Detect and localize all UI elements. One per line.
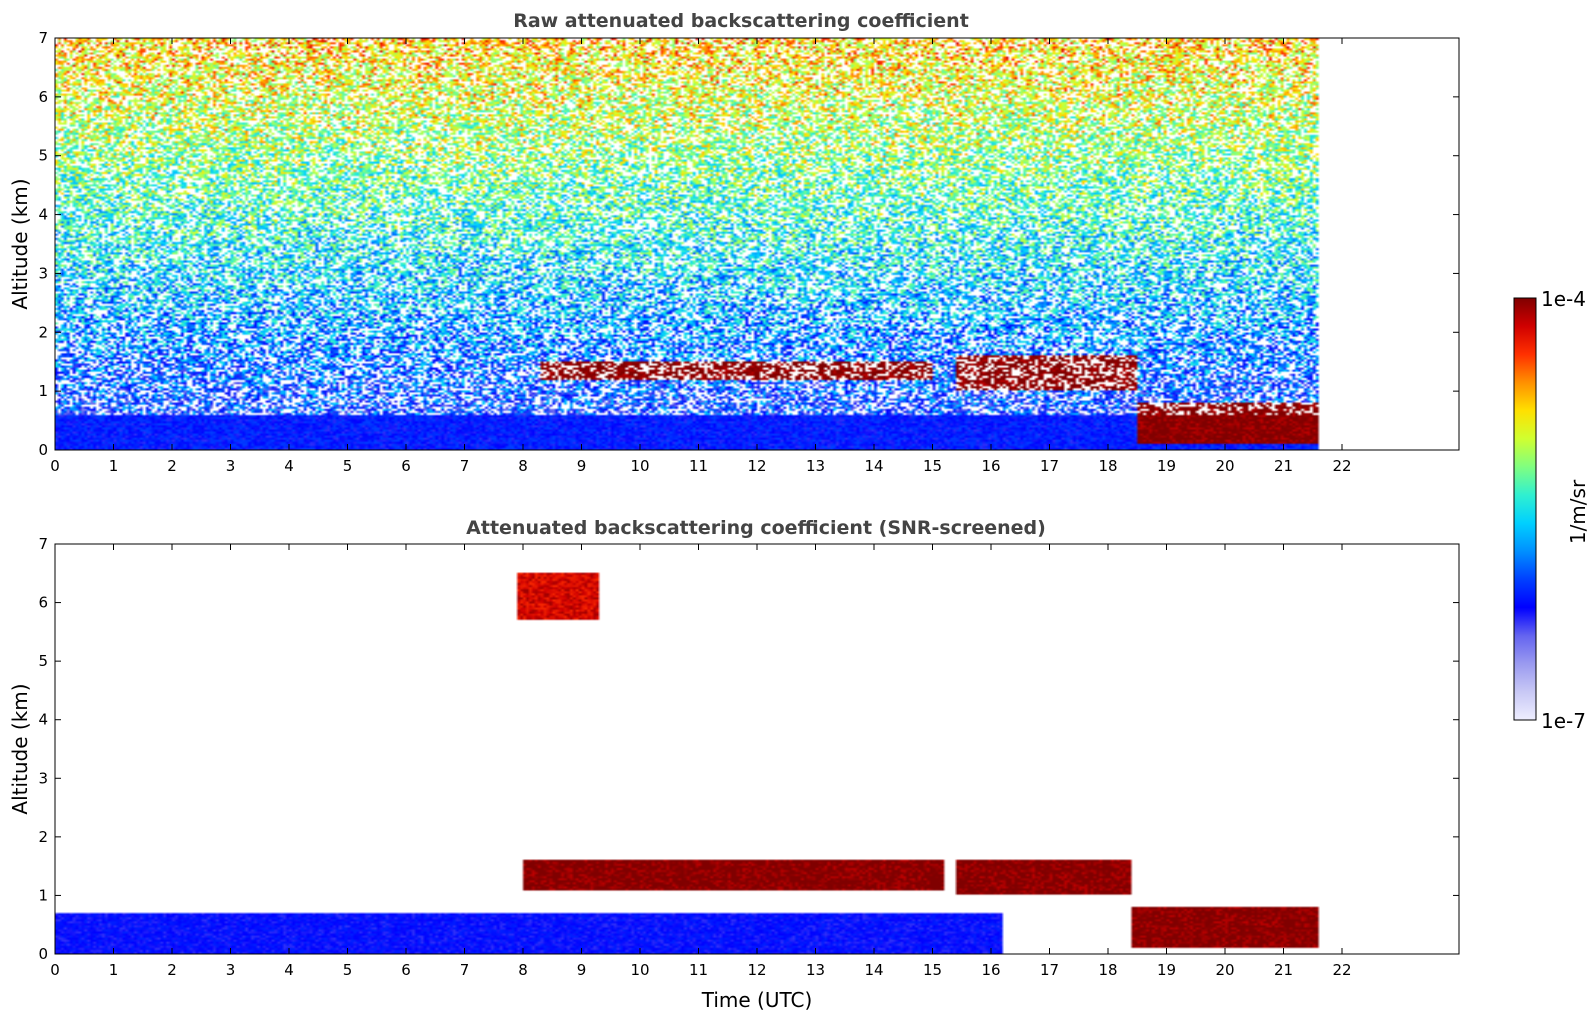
x-tick-label: 21 bbox=[1274, 961, 1293, 979]
x-tick-label: 11 bbox=[689, 457, 708, 475]
x-tick-label: 16 bbox=[981, 457, 1000, 475]
y-tick-label: 6 bbox=[38, 88, 48, 106]
colorbar-max-label: 1e-4 bbox=[1541, 287, 1586, 311]
x-tick-label: 20 bbox=[1215, 457, 1234, 475]
x-tick-label: 7 bbox=[460, 961, 470, 979]
y-axis-label: Altitude (km) bbox=[8, 178, 32, 309]
y-tick-label: 3 bbox=[38, 264, 48, 282]
x-tick-label: 10 bbox=[630, 961, 649, 979]
y-tick-label: 1 bbox=[38, 886, 48, 904]
y-tick-label: 0 bbox=[38, 441, 48, 459]
y-tick-label: 5 bbox=[38, 652, 48, 670]
x-tick-label: 12 bbox=[747, 457, 766, 475]
x-tick-label: 4 bbox=[284, 961, 294, 979]
x-tick-label: 3 bbox=[226, 961, 236, 979]
x-tick-label: 0 bbox=[50, 457, 60, 475]
panel-title: Raw attenuated backscattering coefficien… bbox=[513, 10, 969, 32]
x-tick-label: 9 bbox=[577, 961, 587, 979]
x-axis-label: Time (UTC) bbox=[701, 988, 813, 1012]
x-tick-label: 21 bbox=[1274, 457, 1293, 475]
x-tick-label: 14 bbox=[864, 457, 883, 475]
y-tick-label: 4 bbox=[38, 206, 48, 224]
x-tick-label: 11 bbox=[689, 961, 708, 979]
x-tick-label: 13 bbox=[806, 961, 825, 979]
x-tick-label: 19 bbox=[1157, 961, 1176, 979]
heatmap-raw bbox=[55, 38, 1459, 450]
colorbar-frame bbox=[1513, 297, 1537, 721]
x-tick-label: 17 bbox=[1040, 961, 1059, 979]
x-tick-label: 8 bbox=[518, 457, 528, 475]
x-tick-label: 5 bbox=[343, 457, 353, 475]
y-axis-label: Altitude (km) bbox=[8, 683, 32, 814]
y-tick-label: 7 bbox=[38, 535, 48, 553]
colorbar-gradient bbox=[1514, 298, 1536, 720]
y-tick-label: 2 bbox=[38, 323, 48, 341]
x-tick-label: 7 bbox=[460, 457, 470, 475]
x-tick-label: 6 bbox=[401, 961, 411, 979]
x-tick-label: 18 bbox=[1098, 457, 1117, 475]
axis-ticks: 0 1 2 3 4 5 6 7 8 9 10 11 12 13 14 15 16 17 18 19 20 21 220123… bbox=[38, 29, 1459, 475]
x-tick-label: 19 bbox=[1157, 457, 1176, 475]
colorbar-unit-label: 1/m/sr bbox=[1566, 479, 1590, 544]
y-tick-label: 1 bbox=[38, 382, 48, 400]
x-tick-label: 0 bbox=[50, 961, 60, 979]
x-tick-label: 12 bbox=[747, 961, 766, 979]
heatmap-snr-screened bbox=[55, 544, 1459, 954]
x-tick-label: 16 bbox=[981, 961, 1000, 979]
y-tick-label: 4 bbox=[38, 711, 48, 729]
y-tick-label: 0 bbox=[38, 945, 48, 963]
y-tick-label: 2 bbox=[38, 828, 48, 846]
y-tick-label: 7 bbox=[38, 29, 48, 47]
x-tick-label: 6 bbox=[401, 457, 411, 475]
x-tick-label: 10 bbox=[630, 457, 649, 475]
y-tick-label: 6 bbox=[38, 594, 48, 612]
x-tick-label: 8 bbox=[518, 961, 528, 979]
x-tick-label: 15 bbox=[923, 961, 942, 979]
x-tick-label: 1 bbox=[109, 961, 119, 979]
x-tick-label: 22 bbox=[1332, 457, 1351, 475]
y-tick-label: 3 bbox=[38, 769, 48, 787]
x-tick-label: 2 bbox=[167, 457, 177, 475]
x-tick-label: 2 bbox=[167, 961, 177, 979]
x-tick-label: 18 bbox=[1098, 961, 1117, 979]
x-tick-label: 20 bbox=[1215, 961, 1234, 979]
x-tick-label: 22 bbox=[1332, 961, 1351, 979]
x-tick-label: 15 bbox=[923, 457, 942, 475]
y-tick-label: 5 bbox=[38, 147, 48, 165]
x-tick-label: 4 bbox=[284, 457, 294, 475]
colorbar-min-label: 1e-7 bbox=[1541, 709, 1586, 733]
x-tick-label: 13 bbox=[806, 457, 825, 475]
x-tick-label: 14 bbox=[864, 961, 883, 979]
x-tick-label: 9 bbox=[577, 457, 587, 475]
panel-title: Attenuated backscattering coefficient (S… bbox=[466, 517, 1046, 539]
x-tick-label: 3 bbox=[226, 457, 236, 475]
colorbar: 1e-4 1e-7 1/m/sr bbox=[1513, 287, 1590, 733]
axis-ticks: 0 1 2 3 4 5 6 7 8 9 10 11 12 13 14 15 16 17 18 19 20 21 220123… bbox=[38, 535, 1459, 979]
panel-snr-screened: Attenuated backscattering coefficient (S… bbox=[8, 517, 1460, 1012]
x-tick-label: 17 bbox=[1040, 457, 1059, 475]
x-tick-label: 1 bbox=[109, 457, 119, 475]
panel-raw: Raw attenuated backscattering coefficien… bbox=[8, 10, 1460, 475]
x-tick-label: 5 bbox=[343, 961, 353, 979]
